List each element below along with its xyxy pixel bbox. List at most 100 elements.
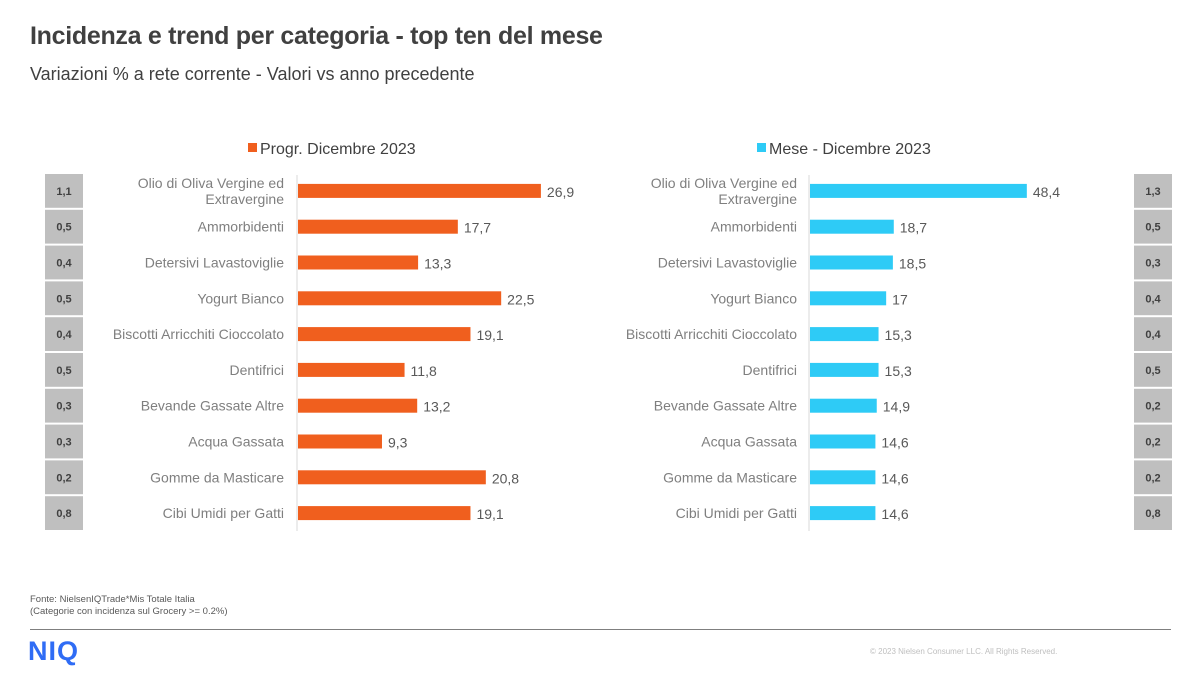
bar-mese — [810, 362, 879, 377]
legend-label-mese: Mese - Dicembre 2023 — [769, 141, 931, 158]
data-label: 18,7 — [900, 220, 927, 236]
incidence-box — [45, 281, 83, 316]
incidence-box — [1134, 174, 1172, 208]
data-label: 14,6 — [881, 435, 908, 451]
incidence-value: 0,8 — [1145, 508, 1160, 520]
bar-progr — [298, 183, 541, 198]
data-label: 17,7 — [464, 220, 491, 236]
incidence-value: 0,5 — [1145, 222, 1160, 234]
category-label: Yogurt Bianco — [197, 290, 284, 306]
incidence-box — [1134, 460, 1172, 495]
incidence-value: 0,4 — [1145, 329, 1161, 341]
incidence-box — [1134, 281, 1172, 316]
category-label: Biscotti Arricchiti Cioccolato — [113, 326, 284, 342]
incidence-value: 0,4 — [1145, 293, 1161, 305]
data-label: 14,6 — [881, 470, 908, 486]
incidence-box — [45, 388, 83, 423]
bar-mese — [810, 506, 876, 521]
category-label: Extravergine — [718, 191, 797, 207]
incidence-value: 0,2 — [56, 472, 71, 484]
category-label: Detersivi Lavastoviglie — [145, 255, 284, 271]
category-label: Biscotti Arricchiti Cioccolato — [626, 326, 797, 342]
copyright-text: © 2023 Nielsen Consumer LLC. All Rights … — [870, 647, 1058, 656]
category-label: Bevande Gassate Altre — [141, 398, 284, 414]
source-note: Fonte: NielsenIQTrade*Mis Totale Italia … — [30, 594, 228, 618]
legend-swatch-progr — [248, 143, 257, 152]
incidence-value: 0,5 — [56, 222, 71, 234]
category-label: Detersivi Lavastoviglie — [658, 255, 797, 271]
data-label: 19,1 — [476, 506, 503, 522]
bar-mese — [810, 434, 876, 449]
data-label: 13,3 — [424, 256, 451, 272]
source-line-1: Fonte: NielsenIQTrade*Mis Totale Italia — [30, 594, 195, 605]
data-label: 17 — [892, 291, 908, 307]
incidence-value: 1,3 — [1145, 186, 1160, 198]
incidence-box — [1134, 317, 1172, 351]
incidence-box — [45, 245, 83, 280]
bar-progr — [298, 434, 382, 449]
incidence-box — [45, 460, 83, 495]
incidence-value: 0,8 — [56, 508, 71, 520]
incidence-value: 0,5 — [56, 293, 71, 305]
bar-progr — [298, 255, 419, 270]
category-label: Cibi Umidi per Gatti — [676, 505, 797, 521]
bar-mese — [810, 327, 879, 342]
category-label: Ammorbidenti — [198, 219, 284, 235]
data-label: 14,9 — [883, 399, 910, 415]
category-label: Acqua Gassata — [188, 434, 284, 450]
incidence-value: 1,1 — [56, 186, 71, 198]
incidence-value: 0,3 — [56, 401, 71, 413]
data-label: 11,8 — [411, 363, 437, 379]
category-label: Acqua Gassata — [701, 434, 797, 450]
niq-logo: NIQ — [28, 636, 80, 666]
footer-divider — [30, 629, 1171, 630]
bar-charts: Progr. Dicembre 2023 1,1 Olio di Oliva Ver… — [45, 141, 1172, 531]
incidence-value: 0,2 — [1145, 472, 1160, 484]
data-label: 18,5 — [899, 256, 926, 272]
category-label: Extravergine — [205, 191, 284, 207]
data-label: 9,3 — [388, 435, 408, 451]
category-label: Olio di Oliva Vergine ed — [651, 175, 797, 191]
incidence-value: 0,3 — [1145, 258, 1160, 270]
category-label: Bevande Gassate Altre — [654, 398, 797, 414]
category-label: Olio di Oliva Vergine ed — [138, 175, 284, 191]
bar-mese — [810, 183, 1027, 198]
bar-progr — [298, 219, 458, 234]
bar-mese — [810, 470, 876, 485]
bar-progr — [298, 291, 502, 306]
incidence-box — [1134, 245, 1172, 280]
data-label: 19,1 — [476, 327, 503, 343]
category-label: Cibi Umidi per Gatti — [163, 505, 284, 521]
data-label: 13,2 — [423, 399, 450, 415]
incidence-box — [1134, 496, 1172, 530]
bar-progr — [298, 362, 405, 377]
incidence-value: 0,5 — [56, 365, 71, 377]
category-label: Gomme da Masticare — [663, 469, 797, 485]
incidence-value: 0,4 — [56, 258, 72, 270]
incidence-value: 0,2 — [1145, 437, 1160, 449]
legend-label-progr: Progr. Dicembre 2023 — [260, 141, 416, 158]
bar-mese — [810, 291, 887, 306]
incidence-box — [45, 353, 83, 387]
page-title: Incidenza e trend per categoria - top te… — [30, 22, 603, 50]
data-label: 48,4 — [1033, 184, 1060, 200]
page-subtitle: Variazioni % a rete corrente - Valori vs… — [30, 64, 475, 84]
incidence-box — [45, 317, 83, 351]
legend-swatch-mese — [757, 143, 766, 152]
bar-mese — [810, 255, 893, 270]
incidence-box — [45, 209, 83, 244]
category-label: Dentifrici — [230, 362, 284, 378]
data-label: 26,9 — [547, 184, 574, 200]
category-label: Dentifrici — [743, 362, 797, 378]
incidence-box — [45, 174, 83, 208]
data-label: 14,6 — [881, 506, 908, 522]
bar-progr — [298, 506, 471, 521]
incidence-value: 0,2 — [1145, 401, 1160, 413]
category-label: Ammorbidenti — [711, 219, 797, 235]
incidence-value: 0,5 — [1145, 365, 1160, 377]
bar-progr — [298, 398, 418, 413]
incidence-box — [1134, 388, 1172, 423]
source-line-2: (Categorie con incidenza sul Grocery >= … — [30, 606, 228, 617]
incidence-value: 0,3 — [56, 437, 71, 449]
data-label: 15,3 — [885, 363, 912, 379]
